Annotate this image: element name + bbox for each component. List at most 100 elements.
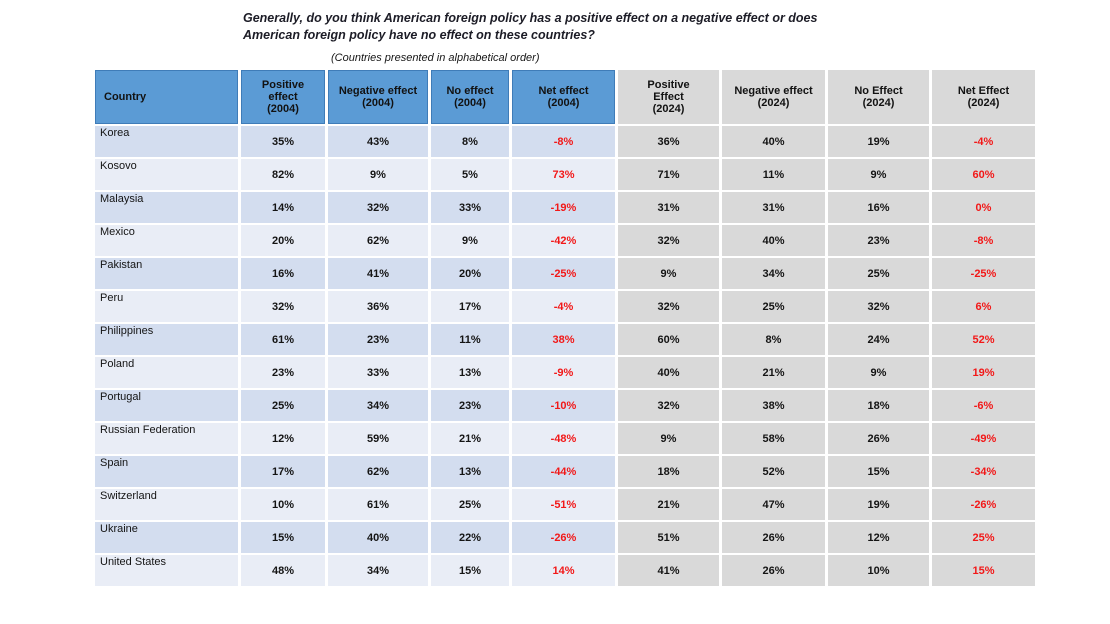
value-cell-pos2004: 82% — [241, 159, 325, 190]
value-cell-no2004: 21% — [431, 423, 509, 454]
value-cell-no2004: 9% — [431, 225, 509, 256]
table-row: Spain 17% 62% 13% -44% 18% 52% 15% -34% — [95, 456, 1035, 487]
value-cell-pos2004: 25% — [241, 390, 325, 421]
value-cell-pos2004: 17% — [241, 456, 325, 487]
table-row: Mexico 20% 62% 9% -42% 32% 40% 23% -8% — [95, 225, 1035, 256]
country-cell: Peru — [95, 291, 238, 322]
value-cell-pos2004: 12% — [241, 423, 325, 454]
country-cell: Malaysia — [95, 192, 238, 223]
value-cell-neg2024: 31% — [722, 192, 825, 223]
value-cell-neg2004: 9% — [328, 159, 428, 190]
table-body: Korea 35% 43% 8% -8% 36% 40% 19% -4% Kosovo 82% 9% 5… — [95, 126, 1035, 586]
value-cell-pos2024: 41% — [618, 555, 719, 586]
value-cell-neg2024: 40% — [722, 126, 825, 157]
value-cell-net2024: -49% — [932, 423, 1035, 454]
value-cell-pos2004: 10% — [241, 489, 325, 520]
value-cell-net2004: -42% — [512, 225, 615, 256]
table-row: Malaysia 14% 32% 33% -19% 31% 31% 16% 0% — [95, 192, 1035, 223]
country-cell: United States — [95, 555, 238, 586]
value-cell-no2024: 25% — [828, 258, 929, 289]
table-row: Portugal 25% 34% 23% -10% 32% 38% 18% -6% — [95, 390, 1035, 421]
value-cell-neg2024: 26% — [722, 522, 825, 553]
value-cell-no2024: 18% — [828, 390, 929, 421]
value-cell-net2024: 25% — [932, 522, 1035, 553]
value-cell-no2024: 12% — [828, 522, 929, 553]
value-cell-pos2024: 32% — [618, 225, 719, 256]
column-header-net2024: Net Effect (2024) — [932, 70, 1035, 124]
value-cell-pos2024: 21% — [618, 489, 719, 520]
table-row: United States 48% 34% 15% 14% 41% 26% 10% 15% — [95, 555, 1035, 586]
value-cell-net2024: 60% — [932, 159, 1035, 190]
value-cell-no2024: 15% — [828, 456, 929, 487]
value-cell-neg2004: 62% — [328, 225, 428, 256]
value-cell-neg2024: 40% — [722, 225, 825, 256]
value-cell-pos2024: 60% — [618, 324, 719, 355]
country-cell: Ukraine — [95, 522, 238, 553]
value-cell-net2004: -48% — [512, 423, 615, 454]
value-cell-pos2004: 20% — [241, 225, 325, 256]
value-cell-no2024: 19% — [828, 126, 929, 157]
value-cell-no2004: 22% — [431, 522, 509, 553]
column-header-neg2024: Negative effect (2024) — [722, 70, 825, 124]
value-cell-net2004: -9% — [512, 357, 615, 388]
value-cell-neg2024: 38% — [722, 390, 825, 421]
value-cell-net2024: 52% — [932, 324, 1035, 355]
value-cell-net2024: 0% — [932, 192, 1035, 223]
value-cell-pos2024: 71% — [618, 159, 719, 190]
value-cell-neg2004: 23% — [328, 324, 428, 355]
value-cell-net2004: -25% — [512, 258, 615, 289]
title-line2: American foreign policy have no effect o… — [243, 28, 595, 42]
value-cell-neg2004: 62% — [328, 456, 428, 487]
table-row: Poland 23% 33% 13% -9% 40% 21% 9% 19% — [95, 357, 1035, 388]
value-cell-no2004: 33% — [431, 192, 509, 223]
value-cell-pos2024: 31% — [618, 192, 719, 223]
column-header-country: Country — [95, 70, 238, 124]
value-cell-neg2024: 58% — [722, 423, 825, 454]
value-cell-no2004: 25% — [431, 489, 509, 520]
alphabetical-order-note: (Countries presented in alphabetical ord… — [331, 52, 540, 64]
value-cell-net2024: 19% — [932, 357, 1035, 388]
value-cell-neg2004: 36% — [328, 291, 428, 322]
value-cell-neg2024: 11% — [722, 159, 825, 190]
value-cell-net2024: -8% — [932, 225, 1035, 256]
value-cell-pos2024: 32% — [618, 291, 719, 322]
table-row: Korea 35% 43% 8% -8% 36% 40% 19% -4% — [95, 126, 1035, 157]
table-row: Peru 32% 36% 17% -4% 32% 25% 32% 6% — [95, 291, 1035, 322]
table-row: Ukraine 15% 40% 22% -26% 51% 26% 12% 25% — [95, 522, 1035, 553]
value-cell-net2004: -10% — [512, 390, 615, 421]
value-cell-pos2024: 40% — [618, 357, 719, 388]
value-cell-no2024: 19% — [828, 489, 929, 520]
value-cell-neg2004: 33% — [328, 357, 428, 388]
value-cell-net2004: 73% — [512, 159, 615, 190]
column-header-no2004: No effect (2004) — [431, 70, 509, 124]
country-cell: Russian Federation — [95, 423, 238, 454]
header-row: Country Positive effect (2004) Negative ef… — [95, 70, 1035, 124]
value-cell-net2024: 6% — [932, 291, 1035, 322]
column-header-neg2004: Negative effect (2004) — [328, 70, 428, 124]
value-cell-net2024: -6% — [932, 390, 1035, 421]
value-cell-neg2004: 32% — [328, 192, 428, 223]
column-header-no2024: No Effect (2024) — [828, 70, 929, 124]
value-cell-neg2004: 59% — [328, 423, 428, 454]
value-cell-net2004: 38% — [512, 324, 615, 355]
value-cell-pos2024: 18% — [618, 456, 719, 487]
value-cell-pos2024: 9% — [618, 423, 719, 454]
value-cell-pos2024: 32% — [618, 390, 719, 421]
value-cell-pos2004: 35% — [241, 126, 325, 157]
value-cell-no2004: 8% — [431, 126, 509, 157]
column-header-pos2004: Positive effect (2004) — [241, 70, 325, 124]
table-row: Kosovo 82% 9% 5% 73% 71% 11% 9% 60% — [95, 159, 1035, 190]
country-cell: Poland — [95, 357, 238, 388]
value-cell-no2004: 15% — [431, 555, 509, 586]
value-cell-neg2004: 40% — [328, 522, 428, 553]
value-cell-pos2004: 61% — [241, 324, 325, 355]
value-cell-no2024: 9% — [828, 159, 929, 190]
value-cell-net2004: -44% — [512, 456, 615, 487]
country-cell: Spain — [95, 456, 238, 487]
value-cell-pos2004: 48% — [241, 555, 325, 586]
value-cell-no2024: 10% — [828, 555, 929, 586]
value-cell-no2004: 17% — [431, 291, 509, 322]
country-cell: Mexico — [95, 225, 238, 256]
table-row: Russian Federation 12% 59% 21% -48% 9% 58% 26% -… — [95, 423, 1035, 454]
